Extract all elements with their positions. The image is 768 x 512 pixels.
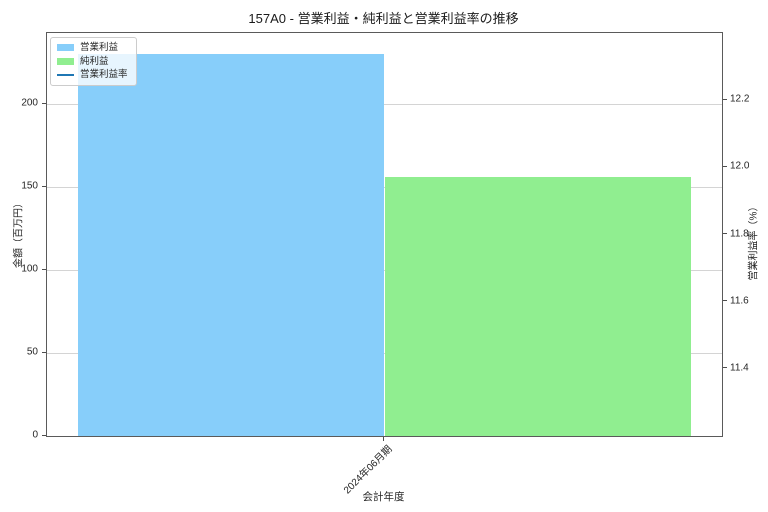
legend-label: 営業利益 bbox=[80, 42, 119, 53]
y-tick-label-left: 200 bbox=[21, 97, 38, 109]
y-tick-label-right: 11.6 bbox=[730, 295, 749, 307]
y-tick-mark-left bbox=[42, 185, 46, 187]
plot-area: 営業利益 純利益 営業利益率 bbox=[46, 32, 723, 437]
gridline bbox=[47, 103, 722, 105]
operating-margin-line-icon bbox=[57, 73, 74, 76]
y-tick-mark-left bbox=[42, 268, 46, 270]
y-tick-mark-right bbox=[723, 233, 727, 234]
left-axis-label: 金額（百万円） bbox=[13, 198, 25, 268]
operating-profit-swatch-icon bbox=[57, 44, 74, 52]
legend-label: 純利益 bbox=[80, 55, 109, 67]
x-tick-mark bbox=[383, 437, 384, 441]
y-tick-label-left: 100 bbox=[21, 263, 38, 275]
net-profit-swatch-icon bbox=[57, 57, 74, 65]
y-tick-label-left: 150 bbox=[21, 180, 38, 192]
legend-label: 営業利益率 bbox=[80, 69, 128, 80]
y-tick-label-right: 11.4 bbox=[730, 362, 749, 374]
y-tick-label-left: 50 bbox=[26, 346, 38, 358]
y-tick-label-left: 0 bbox=[32, 429, 38, 441]
y-tick-label-right: 11.8 bbox=[730, 228, 749, 239]
y-tick-mark-right bbox=[723, 367, 727, 369]
y-tick-mark-left bbox=[42, 351, 46, 353]
y-tick-mark-left bbox=[42, 102, 46, 104]
legend-item-operating-profit: 営業利益 bbox=[57, 43, 128, 53]
x-axis-label: 会計年度 bbox=[362, 491, 405, 503]
net-profit-bar bbox=[384, 177, 692, 436]
y-tick-label-right: 12.0 bbox=[730, 160, 750, 172]
legend-item-operating-margin: 営業利益率 bbox=[57, 70, 128, 80]
y-tick-mark-right bbox=[723, 98, 727, 100]
legend-item-net-profit: 純利益 bbox=[57, 55, 128, 67]
chart-title: 157A0 - 営業利益・純利益と営業利益率の推移 bbox=[248, 11, 519, 26]
legend: 営業利益 純利益 営業利益率 bbox=[50, 37, 137, 86]
y-tick-mark-right bbox=[723, 165, 727, 167]
y-tick-mark-left bbox=[42, 434, 46, 436]
operating-profit-bar bbox=[77, 54, 385, 436]
y-tick-label-right: 12.2 bbox=[730, 93, 750, 105]
y-tick-mark-right bbox=[723, 300, 727, 302]
right-axis-label: 営業利益率（%） bbox=[748, 201, 760, 281]
